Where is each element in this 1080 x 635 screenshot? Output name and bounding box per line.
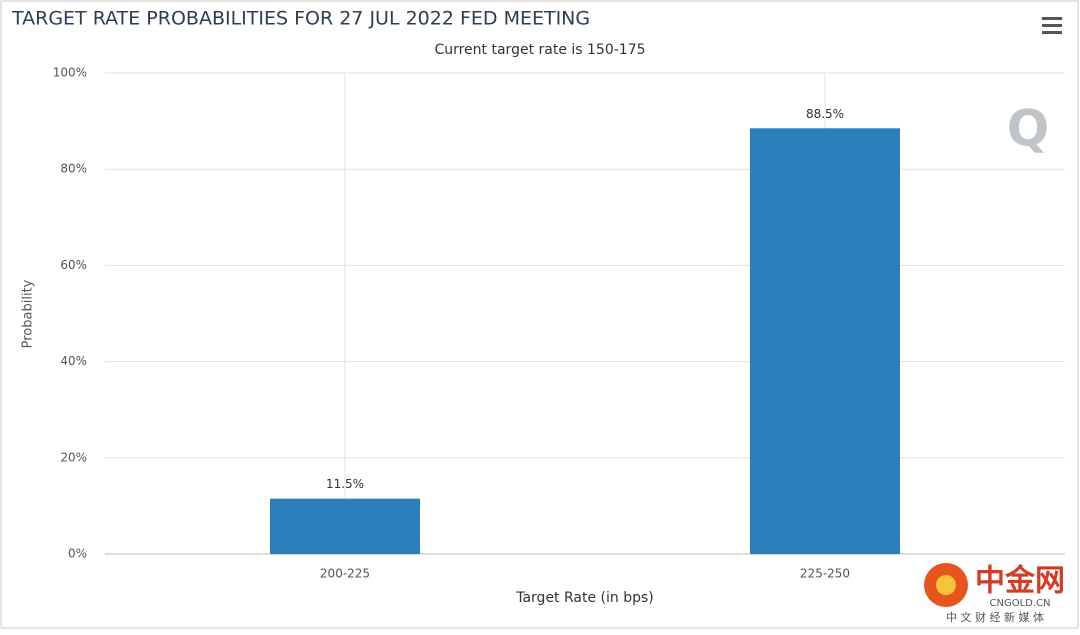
x-tick-label: 225-250 bbox=[800, 567, 850, 581]
logo: Q bbox=[1007, 100, 1050, 158]
y-tick-label: 80% bbox=[60, 162, 87, 176]
bar bbox=[750, 128, 900, 554]
watermark-icon-inner bbox=[936, 575, 956, 595]
chart-title: TARGET RATE PROBABILITIES FOR 27 JUL 202… bbox=[11, 8, 590, 30]
y-tick-label: 20% bbox=[60, 450, 87, 464]
bar bbox=[270, 498, 420, 554]
y-tick-label: 40% bbox=[60, 354, 87, 368]
x-axis-label: Target Rate (in bps) bbox=[515, 590, 654, 606]
y-axis-label: Probability bbox=[21, 279, 36, 348]
y-tick-label: 0% bbox=[68, 547, 87, 561]
watermark-site: CNGOLD.CN bbox=[990, 598, 1051, 609]
menu-icon[interactable] bbox=[1042, 17, 1062, 34]
y-tick-label: 60% bbox=[60, 258, 87, 272]
data-label: 11.5% bbox=[326, 477, 364, 491]
data-label: 88.5% bbox=[806, 107, 844, 121]
y-tick-label: 100% bbox=[53, 66, 87, 80]
chart-subtitle: Current target rate is 150-175 bbox=[434, 42, 645, 58]
watermark-tagline: 中 文 财 经 新 媒 体 bbox=[946, 610, 1044, 624]
x-tick-label: 200-225 bbox=[320, 567, 370, 581]
watermark-name: 中金网 bbox=[975, 564, 1065, 599]
